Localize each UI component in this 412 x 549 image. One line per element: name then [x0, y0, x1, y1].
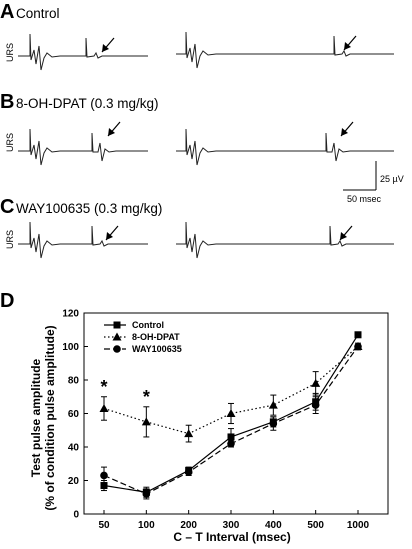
legend-label: WAY100635 — [132, 344, 182, 354]
panel-c-label: WAY100635 (0.3 mg/kg) — [16, 201, 162, 216]
data-point — [226, 409, 236, 417]
x-tick-label: 1000 — [347, 520, 370, 531]
significance-star: * — [143, 387, 150, 407]
waveform — [18, 33, 148, 71]
y-tick-label: 0 — [73, 510, 79, 521]
legend-entry: Control — [104, 320, 164, 330]
data-point — [227, 439, 235, 448]
x-tick-label: 300 — [223, 520, 240, 531]
x-tick-label: 200 — [180, 520, 197, 531]
waveform — [176, 128, 394, 166]
y-tick-label: 120 — [62, 309, 79, 320]
legend-marker — [113, 321, 121, 329]
panel-c-urs-label: URS — [5, 230, 15, 249]
panel-b-urs-label: URS — [5, 133, 15, 152]
data-point — [142, 490, 151, 498]
data-point — [311, 378, 321, 387]
panel-d-letter: D — [0, 290, 14, 312]
legend-label: 8-OH-DPAT — [132, 332, 180, 342]
x-tick-label: 50 — [98, 520, 110, 531]
series-way100635 — [100, 342, 362, 500]
y-tick-label: 40 — [68, 443, 80, 454]
legend-label: Control — [132, 320, 164, 330]
panel-b-label: 8-OH-DPAT (0.3 mg/kg) — [16, 96, 159, 111]
arrow-head — [344, 42, 351, 50]
data-point — [100, 471, 108, 480]
y-tick-label: 20 — [68, 476, 80, 487]
waveform — [18, 221, 148, 259]
data-point — [184, 468, 193, 476]
data-point — [269, 419, 278, 428]
legend-entry: WAY100635 — [104, 344, 182, 354]
trace-dpat-right — [176, 121, 394, 166]
data-point — [184, 429, 194, 438]
y-tick-label: 100 — [62, 342, 79, 353]
data-point — [99, 403, 109, 412]
trace-way-right — [176, 221, 394, 259]
waveform — [176, 31, 394, 69]
trace-control-right — [176, 31, 394, 69]
scale-bar-amplitude: 25 µV — [380, 174, 404, 184]
scale-bar: 25 µV 50 msec — [343, 161, 404, 204]
arrow-head — [102, 44, 109, 52]
data-point — [141, 417, 151, 426]
data-point — [227, 433, 235, 441]
arrow-head — [106, 232, 113, 240]
panel-a-label: Control — [16, 6, 60, 21]
panel-a-urs-label: URS — [5, 43, 15, 62]
panel-c-letter: C — [0, 196, 14, 218]
waveform — [176, 221, 394, 259]
significance-star: * — [100, 377, 107, 397]
plot-frame — [83, 312, 389, 515]
arrow-head — [341, 128, 348, 136]
panel-b-letter: B — [0, 91, 14, 113]
data-point — [311, 401, 320, 409]
x-tick-label: 400 — [265, 520, 282, 531]
series-8-oh-dpat — [99, 342, 363, 443]
data-point — [100, 482, 108, 490]
trace-control-left — [18, 33, 148, 71]
x-axis-title: C – T Interval (msec) — [173, 530, 290, 544]
x-tick-label: 100 — [138, 520, 155, 531]
line-chart: 0 20 40 60 80 100 120 50 100 200 300 400 500 1000 Cont… — [62, 309, 389, 531]
y-tick-label: 60 — [68, 409, 80, 420]
data-point — [354, 331, 362, 339]
legend-marker — [112, 332, 122, 341]
arrow-head — [340, 232, 347, 240]
trace-dpat-left — [18, 121, 148, 166]
legend-marker — [113, 345, 121, 353]
data-point — [354, 342, 362, 351]
scale-bar-time: 50 msec — [347, 194, 382, 204]
data-point — [268, 400, 278, 409]
trace-way-left — [18, 221, 148, 259]
waveform — [18, 128, 148, 166]
y-axis-title-line2: (% of condition pulse amplitude) — [43, 325, 57, 510]
y-axis-title-line1: Test pulse amplitude — [29, 358, 43, 477]
y-tick-label: 80 — [68, 376, 80, 387]
x-tick-label: 500 — [307, 520, 324, 531]
panel-a-letter: A — [0, 1, 14, 23]
legend-entry: 8-OH-DPAT — [104, 332, 180, 342]
arrow-head — [108, 128, 115, 136]
